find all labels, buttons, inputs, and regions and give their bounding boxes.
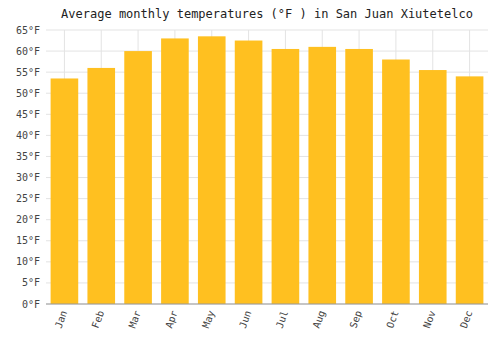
bar bbox=[382, 60, 410, 304]
y-tick-label: 30°F bbox=[16, 172, 40, 183]
x-tick-label: Sep bbox=[347, 309, 364, 330]
y-axis: 0°F 5°F 10°F 15°F 20°F 25°F 30°F 35°F 40°F 45°F 50… bbox=[16, 25, 40, 310]
x-tick-label: Jul bbox=[274, 309, 291, 330]
y-tick-label: 45°F bbox=[16, 109, 40, 120]
bar bbox=[345, 49, 373, 304]
x-tick-label: Jan bbox=[53, 309, 70, 330]
y-tick-label: 40°F bbox=[16, 130, 40, 141]
x-tick-label: Apr bbox=[163, 309, 180, 330]
grid bbox=[46, 30, 488, 304]
y-grid-line bbox=[46, 304, 488, 305]
y-tick-label: 10°F bbox=[16, 256, 40, 267]
x-tick-label: Oct bbox=[384, 309, 401, 330]
y-grid-line bbox=[46, 51, 488, 52]
y-tick-label: 0°F bbox=[22, 299, 40, 310]
y-tick-label: 15°F bbox=[16, 235, 40, 246]
bar bbox=[456, 76, 484, 304]
bar bbox=[308, 47, 336, 304]
x-tick-label: Mar bbox=[126, 309, 143, 330]
bar bbox=[235, 41, 263, 304]
bar bbox=[124, 51, 152, 304]
y-tick-label: 35°F bbox=[16, 151, 40, 162]
y-tick-label: 55°F bbox=[16, 67, 40, 78]
y-grid-line bbox=[46, 30, 488, 31]
bar bbox=[198, 36, 226, 304]
y-tick-label: 5°F bbox=[22, 277, 40, 288]
x-tick-label: Nov bbox=[421, 309, 438, 330]
bars bbox=[51, 36, 484, 304]
bar bbox=[51, 78, 79, 304]
x-axis-line bbox=[46, 304, 488, 305]
bar bbox=[272, 49, 300, 304]
y-tick-label: 25°F bbox=[16, 193, 40, 204]
chart-svg: Average monthly temperatures (°F ) in Sa… bbox=[0, 0, 500, 350]
y-tick-label: 20°F bbox=[16, 214, 40, 225]
x-tick-label: May bbox=[200, 309, 217, 330]
x-axis: Jan Feb Mar Apr May Jun Jul Aug Sep Oct Nov Dec bbox=[46, 304, 488, 330]
title: Average monthly temperatures (°F ) in Sa… bbox=[61, 7, 473, 21]
bar bbox=[161, 38, 189, 304]
chart-container: Average monthly temperatures (°F ) in Sa… bbox=[0, 0, 500, 350]
bar bbox=[87, 68, 115, 304]
bar bbox=[419, 70, 447, 304]
y-tick-label: 65°F bbox=[16, 25, 40, 36]
x-tick-label: Dec bbox=[458, 309, 475, 330]
y-tick-label: 50°F bbox=[16, 88, 40, 99]
x-tick-label: Jun bbox=[237, 309, 254, 330]
y-tick-label: 60°F bbox=[16, 46, 40, 57]
x-tick-label: Aug bbox=[311, 309, 328, 330]
x-tick-label: Feb bbox=[90, 309, 107, 330]
